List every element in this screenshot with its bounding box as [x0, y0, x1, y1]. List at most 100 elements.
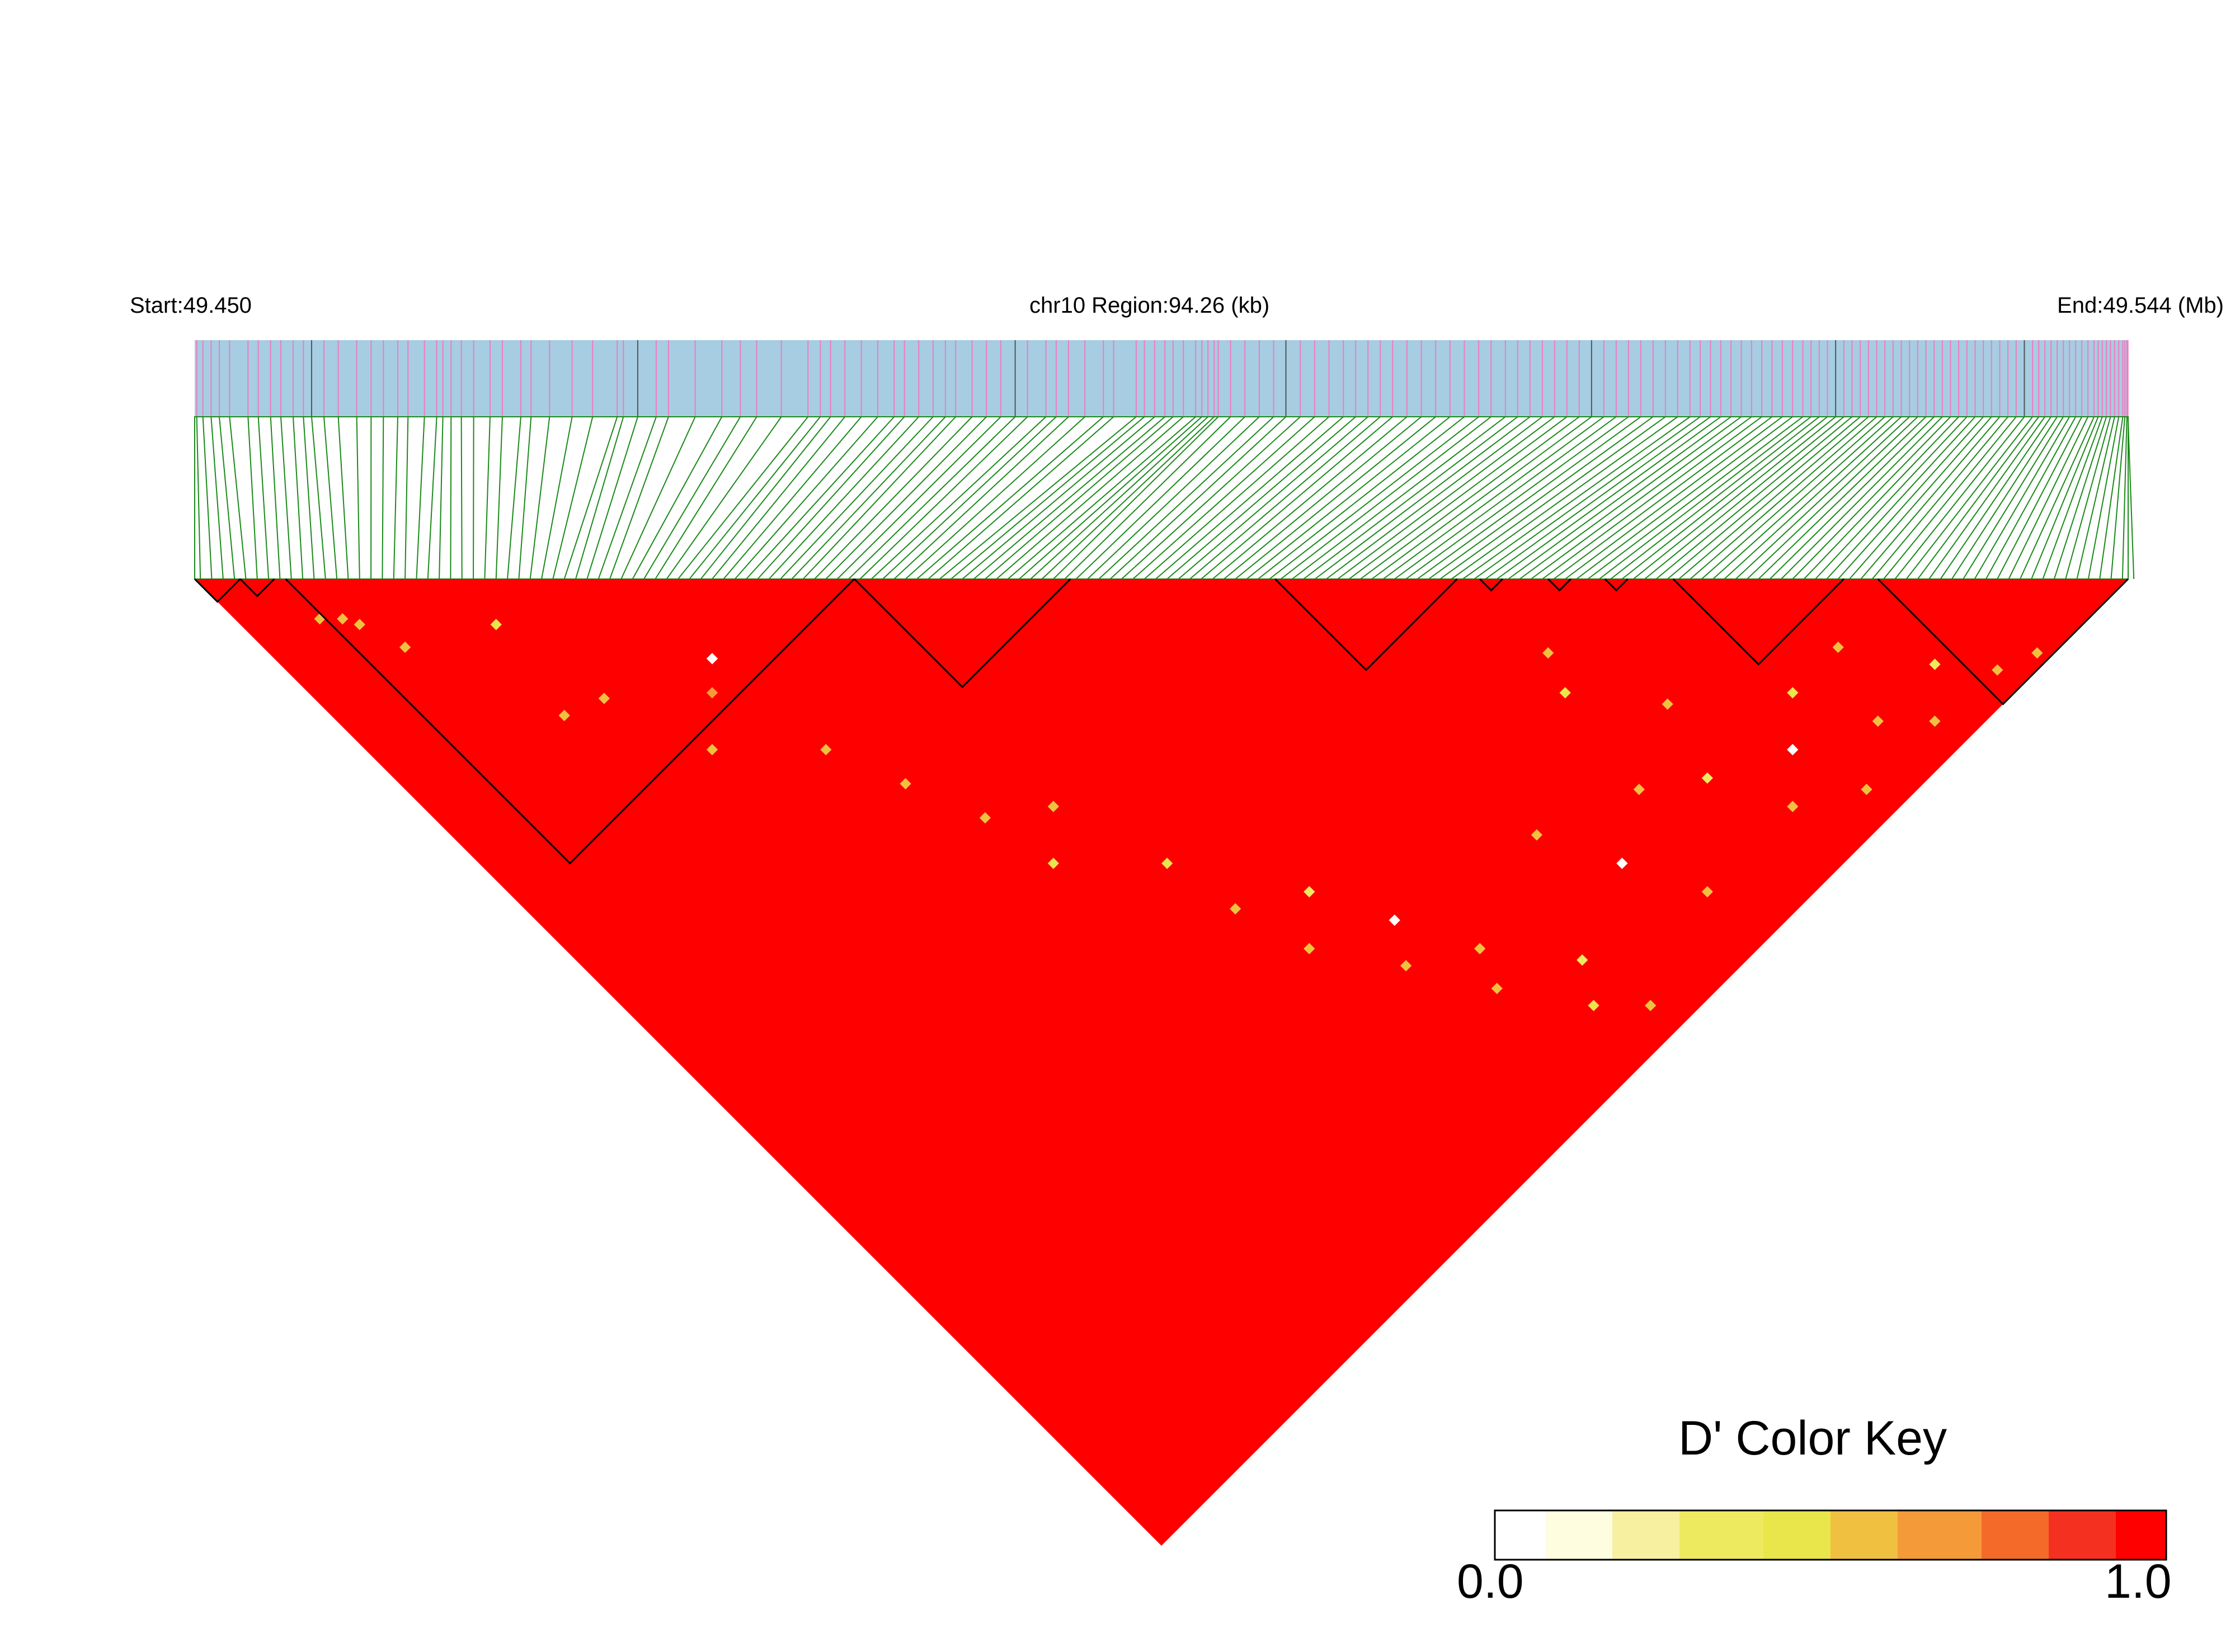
- ld-cell: [1304, 943, 1315, 954]
- snp-connector: [1371, 416, 1592, 580]
- snp-connector: [2121, 416, 2128, 580]
- snp-connector: [541, 416, 573, 580]
- snp-connector: [416, 416, 425, 580]
- snp-connector: [1985, 416, 2077, 580]
- ld-cell: [1662, 698, 1673, 710]
- snp-connector: [1462, 416, 1691, 580]
- snp-connector: [985, 416, 1174, 580]
- ld-cell: [2031, 647, 2043, 659]
- ld-cell: [1616, 858, 1628, 869]
- snp-connector: [712, 416, 846, 580]
- snp-connector: [2053, 416, 2107, 580]
- color-key-segment: [1730, 1510, 1747, 1560]
- color-key-segment: [1982, 1510, 1999, 1560]
- snp-connector: [666, 416, 782, 580]
- ld-cell: [1645, 1000, 1657, 1011]
- snp-connector: [962, 416, 1155, 580]
- snp-connector: [780, 416, 934, 580]
- snp-connector: [836, 416, 1001, 580]
- snp-connector: [1451, 416, 1678, 580]
- ld-cell: [337, 613, 349, 625]
- snp-connector: [643, 416, 741, 580]
- snp-connector: [1212, 416, 1408, 580]
- snp-connector: [1064, 416, 1231, 580]
- ld-cell: [1872, 715, 1884, 727]
- snp-connector: [1019, 416, 1202, 580]
- snp-connector: [382, 416, 384, 580]
- ld-cell: [1161, 858, 1173, 869]
- ld-cell: [1787, 801, 1799, 812]
- snp-connector: [1849, 416, 1992, 580]
- snp-connector: [1337, 416, 1555, 580]
- snp-connector: [1565, 416, 1783, 580]
- color-key-segment: [1713, 1510, 1730, 1560]
- snp-connector: [1655, 416, 1853, 580]
- snp-connector: [655, 416, 757, 580]
- color-key-segment: [2082, 1510, 2100, 1560]
- snp-connector: [323, 416, 338, 580]
- snp-connector: [814, 416, 973, 580]
- ld-cell: [314, 613, 326, 625]
- color-key-segment: [1914, 1510, 1932, 1560]
- color-key-segment: [1780, 1510, 1798, 1560]
- color-key-segment: [1931, 1510, 1949, 1560]
- snp-connector: [632, 416, 723, 580]
- snp-connector: [2110, 416, 2126, 580]
- snp-connector: [2031, 416, 2099, 580]
- ld-block-outline: [1479, 578, 1503, 592]
- snp-connector: [518, 416, 532, 580]
- snp-connector: [1087, 416, 1260, 580]
- snp-connector: [202, 416, 213, 580]
- snp-connector: [196, 416, 201, 580]
- snp-connector: [1360, 416, 1580, 580]
- snp-connector: [1633, 416, 1836, 580]
- snp-connector: [439, 416, 444, 580]
- ld-cell: [1304, 886, 1315, 898]
- snp-connector: [1599, 416, 1811, 580]
- color-key-segment: [1881, 1510, 1898, 1560]
- color-key-segment: [1528, 1510, 1546, 1560]
- snp-connector: [746, 416, 895, 580]
- snp-connector: [1258, 416, 1465, 580]
- snp-connector: [292, 416, 304, 580]
- ld-cell: [1389, 914, 1400, 926]
- ld-cell: [1787, 687, 1799, 699]
- snp-connector: [597, 416, 657, 580]
- ld-cell: [558, 709, 570, 722]
- snp-connector: [310, 416, 326, 580]
- snp-connector: [859, 416, 1028, 580]
- color-key-segment: [1898, 1510, 1915, 1560]
- ld-cell: [1701, 886, 1713, 898]
- color-key-segment: [1495, 1510, 1512, 1560]
- snp-connector: [2042, 416, 2103, 580]
- snp-connector: [229, 416, 247, 580]
- snp-connector: [303, 416, 315, 580]
- snp-connector: [1917, 416, 2039, 580]
- color-key-segment: [2099, 1510, 2116, 1560]
- heatmap-background: [195, 579, 2128, 1546]
- snp-connector: [1382, 416, 1605, 580]
- snp-connector: [1963, 416, 2064, 580]
- ld-cell: [1531, 829, 1543, 841]
- snp-connector: [1519, 416, 1742, 580]
- ld-cell: [706, 743, 718, 756]
- snp-connector: [996, 416, 1184, 580]
- snp-connector: [1940, 416, 2052, 580]
- snp-connector: [1860, 416, 2001, 580]
- ld-block-outline: [1604, 578, 1629, 592]
- snp-connector: [1781, 416, 1943, 580]
- ld-cell: [1861, 783, 1872, 796]
- snp-connector: [905, 416, 1085, 580]
- snp-connector: [882, 416, 1057, 580]
- snp-connector: [2019, 416, 2095, 580]
- snp-connectors: [196, 416, 2135, 580]
- snp-connector: [1951, 416, 2058, 580]
- snp-connector: [1132, 416, 1315, 580]
- snp-connector: [1974, 416, 2071, 580]
- snp-connector: [1189, 416, 1381, 580]
- snp-connector: [507, 416, 521, 580]
- snp-connector: [1166, 416, 1356, 580]
- snp-connector: [1201, 416, 1393, 580]
- snp-connector: [1792, 416, 1951, 580]
- snp-connector: [1405, 416, 1629, 580]
